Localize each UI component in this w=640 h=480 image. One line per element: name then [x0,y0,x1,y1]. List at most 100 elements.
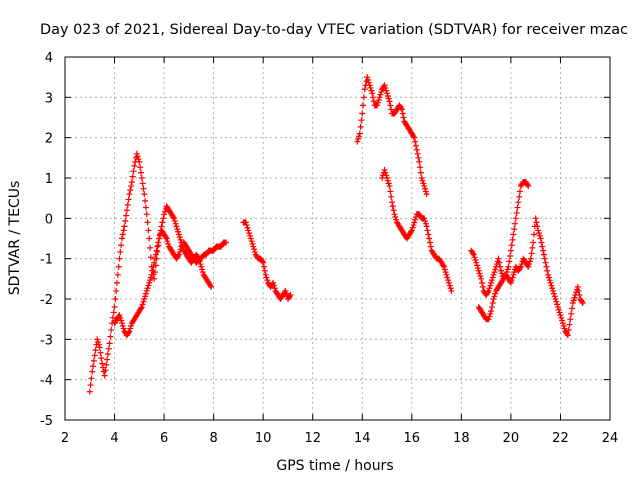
y-tick-label: -4 [40,374,53,389]
data-point [541,255,548,262]
data-point [116,312,123,319]
data-point [154,243,161,250]
data-point [114,271,121,278]
data-point [547,279,554,286]
data-point [412,138,419,145]
data-point [103,361,110,368]
data-point [387,102,394,109]
x-tick-label: 6 [160,431,168,446]
data-point [133,150,140,157]
data-point [172,220,179,227]
data-point [517,263,524,270]
data-point [129,173,136,180]
data-point [426,235,433,242]
data-point [516,193,523,200]
data-point [549,285,556,292]
data-point [142,204,149,211]
series-track-g [475,215,586,339]
data-point [560,322,567,329]
x-tick-label: 8 [209,431,217,446]
data-point [412,142,419,149]
data-point [92,347,99,354]
data-point [98,355,105,362]
data-point [95,341,102,348]
data-point [535,230,542,237]
data-point [540,247,547,254]
data-point [156,235,163,242]
data-point [510,271,517,278]
data-point [555,306,562,313]
data-point [469,250,476,257]
data-point [174,226,181,233]
data-point [163,235,170,242]
data-point [223,239,230,246]
data-point [472,257,479,264]
data-point [422,220,429,227]
data-point [511,226,518,233]
data-point [491,293,498,300]
data-point [142,290,149,297]
data-point [550,287,557,294]
data-point [261,267,268,274]
data-point [250,243,257,250]
data-point [150,263,157,270]
data-point [137,164,144,171]
data-point [251,248,258,255]
data-point [171,215,177,222]
x-tick-label: 4 [110,431,118,446]
data-point [533,219,540,226]
data-point [118,242,125,249]
data-point [512,215,519,222]
data-point [413,146,420,153]
data-point [117,248,124,255]
data-point [171,218,178,225]
data-point [139,301,146,308]
data-point [90,357,97,364]
data-point [381,166,388,173]
x-tick-label: 18 [453,431,470,446]
data-point [415,154,422,161]
data-point [197,261,204,268]
data-point [384,177,391,184]
data-point [286,293,293,300]
data-point [117,314,124,321]
data-point [127,325,134,332]
data-point [355,133,362,140]
series-track-c [240,219,294,302]
series-track-e [379,166,455,294]
data-point [270,279,277,286]
data-point [490,271,497,278]
data-point [384,90,391,97]
data-point [261,263,268,270]
data-point [356,130,363,137]
data-point [425,231,432,238]
data-point [144,219,151,226]
data-point [138,175,145,181]
data-point [543,263,550,270]
data-point [445,277,452,284]
data-point [414,150,421,157]
data-point [554,304,561,311]
data-point [135,156,142,163]
y-tick-label: 4 [45,51,53,66]
data-point [426,239,433,246]
data-point [175,228,182,235]
data-point [553,298,560,305]
data-point [262,271,269,278]
data-point [101,372,108,379]
data-point [374,102,381,109]
series-track-b [111,227,230,339]
data-point [271,285,278,292]
data-point [354,138,361,145]
y-tick-label: -2 [40,293,53,308]
data-point [408,227,415,234]
y-tick-label: -5 [40,414,53,429]
y-tick-label: 1 [45,172,53,187]
data-point [416,158,423,165]
data-point [375,97,382,104]
data-point [116,255,123,262]
data-point [538,239,545,246]
data-point [128,179,135,186]
data-point [550,290,557,297]
